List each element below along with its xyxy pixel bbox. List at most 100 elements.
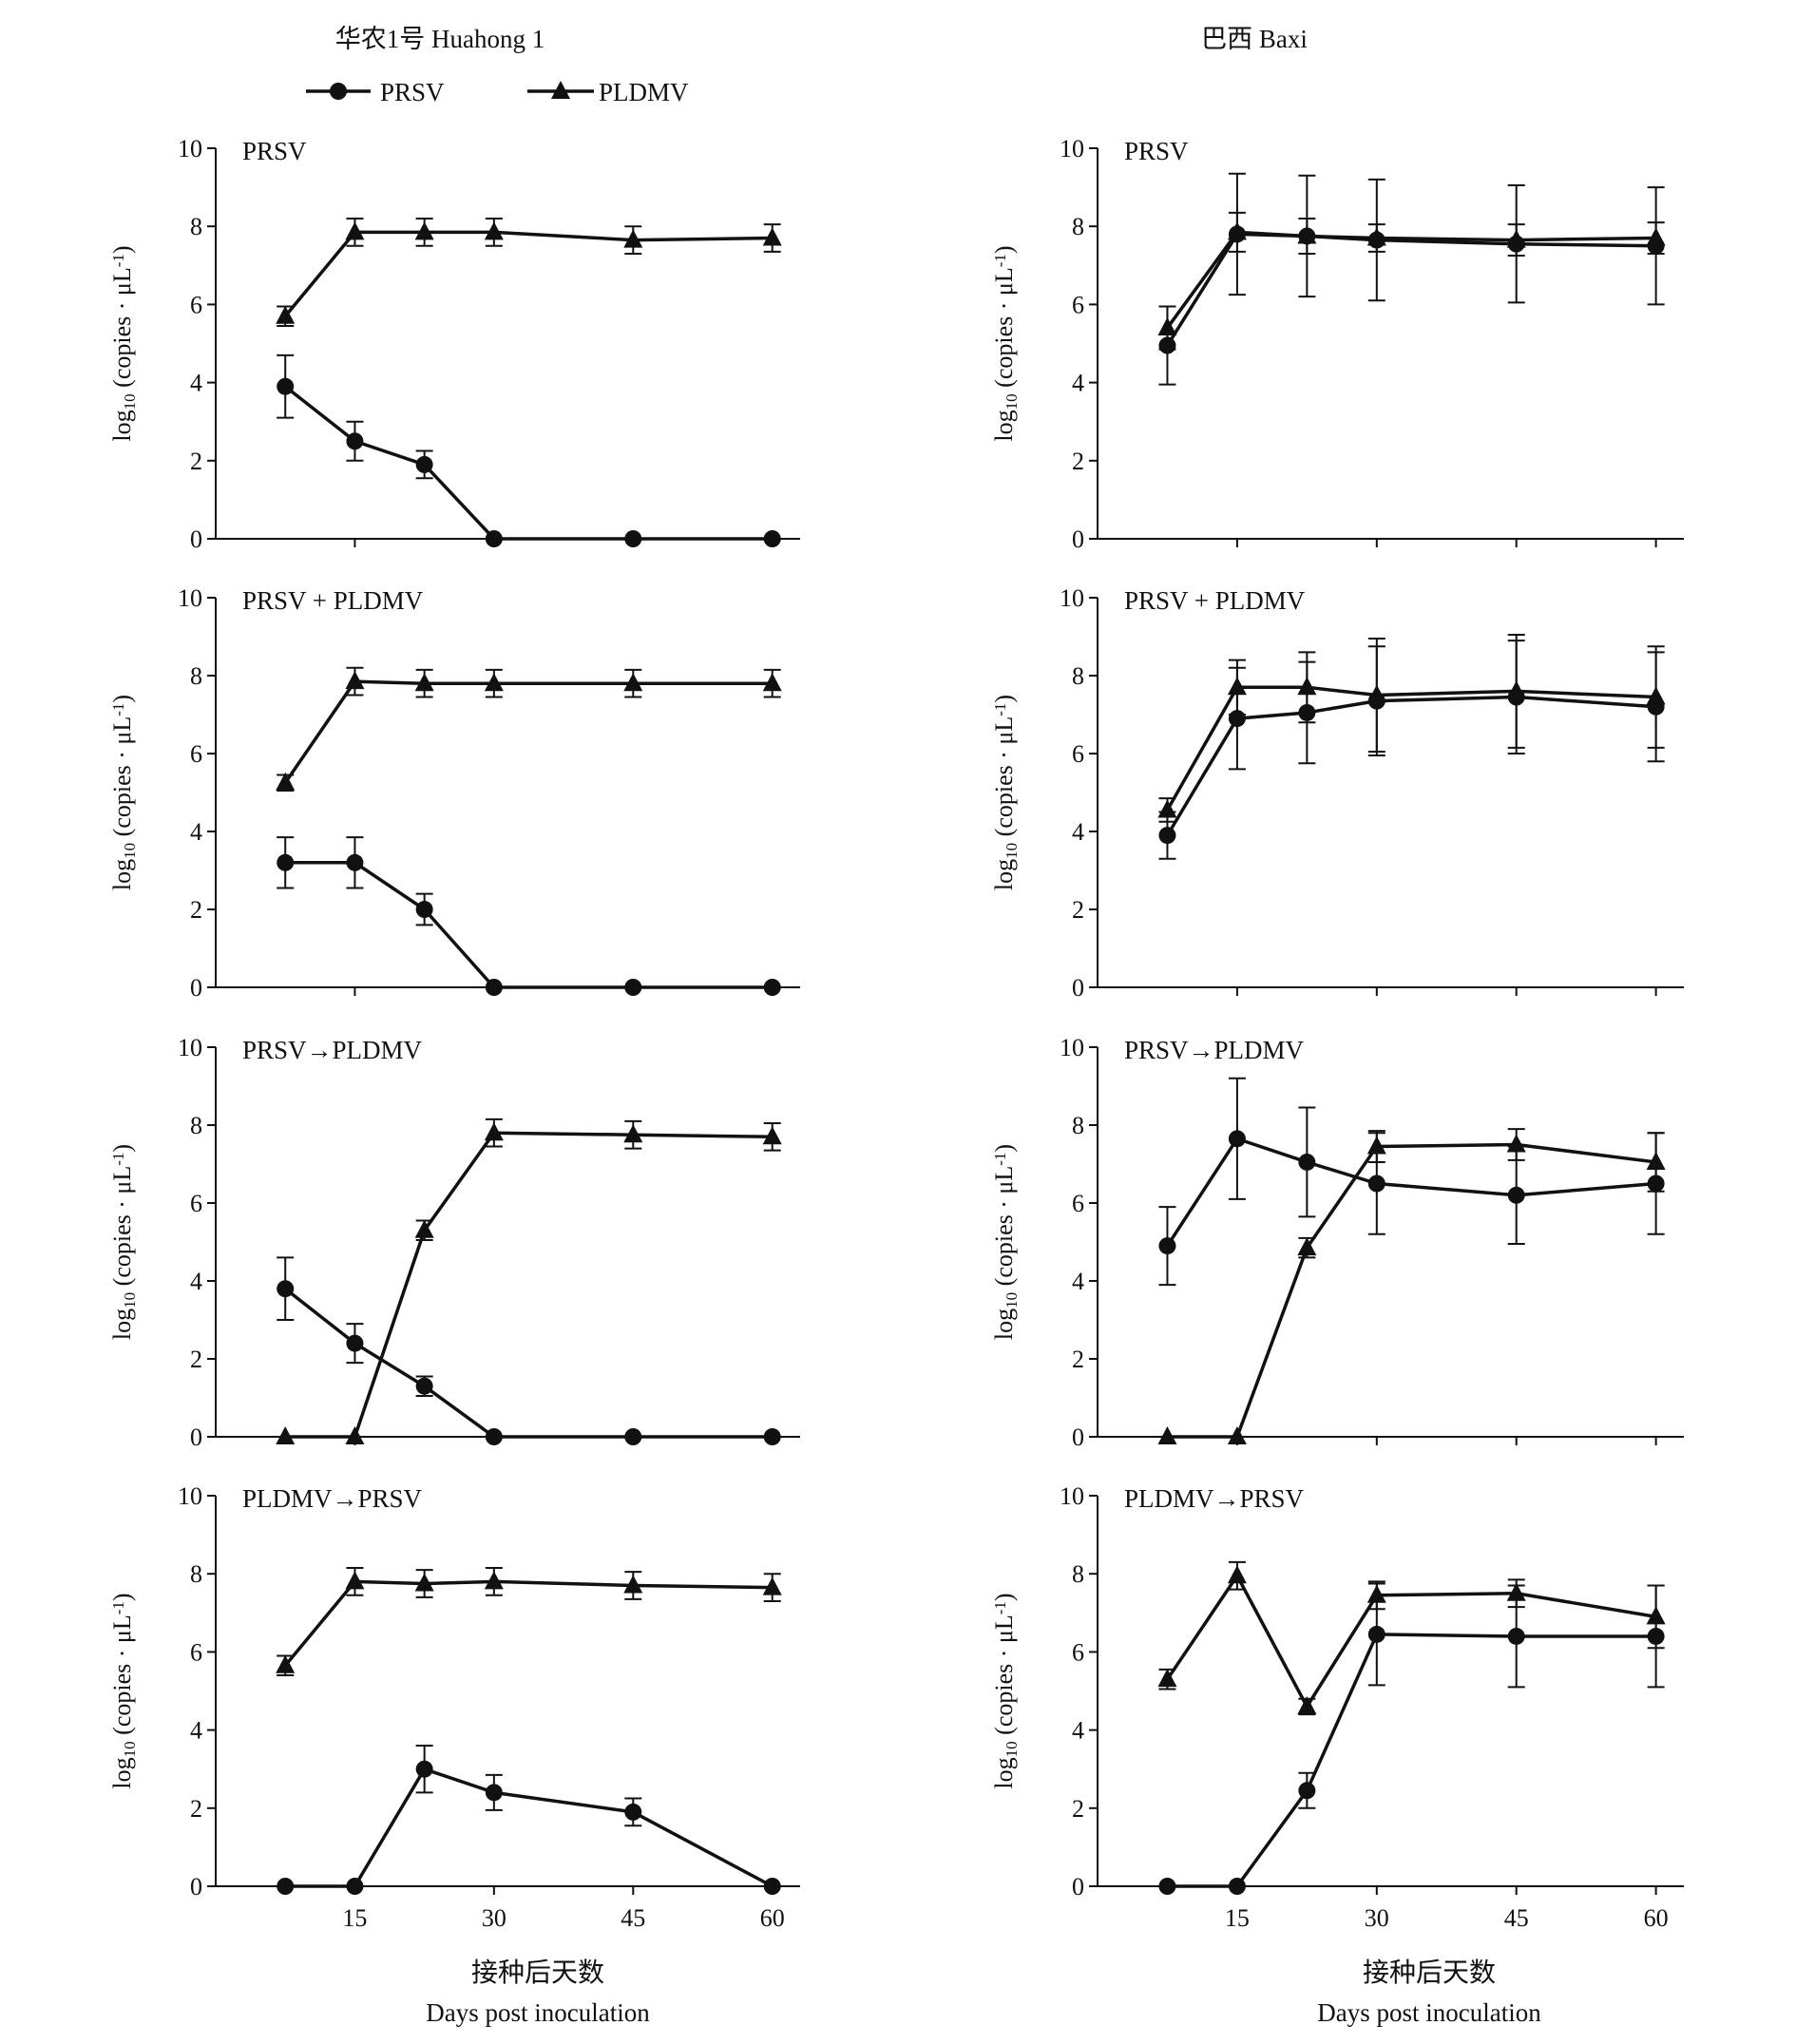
point-pldmv bbox=[1646, 1606, 1666, 1625]
y-tick-label: 10 bbox=[178, 584, 202, 612]
y-axis-title-part: (copies · μL bbox=[990, 716, 1018, 843]
y-tick-label: 4 bbox=[1072, 1717, 1084, 1745]
series-line-pldmv bbox=[1167, 1142, 1656, 1439]
x-tick-label: 60 bbox=[1644, 1904, 1669, 1932]
series-line-prsv bbox=[284, 1287, 773, 1439]
point-prsv bbox=[763, 979, 781, 996]
point-prsv bbox=[1367, 1175, 1385, 1193]
y-axis-title-part: log bbox=[990, 1757, 1018, 1788]
point-prsv bbox=[485, 979, 503, 996]
point-prsv bbox=[277, 377, 295, 395]
column-title-left: 华农1号 Huahong 1 bbox=[335, 25, 545, 53]
x-tick-label: 30 bbox=[482, 1904, 506, 1932]
y-axis-title-part: ) bbox=[990, 245, 1018, 254]
point-pldmv bbox=[414, 1219, 434, 1238]
y-tick-label: 10 bbox=[178, 135, 202, 162]
y-tick-label: 10 bbox=[178, 1034, 202, 1061]
point-pldmv bbox=[1297, 225, 1317, 244]
series-line-pldmv bbox=[283, 1579, 773, 1667]
point-pldmv bbox=[762, 673, 782, 692]
point-pldmv bbox=[1366, 227, 1386, 246]
y-tick-label: 0 bbox=[190, 1423, 202, 1451]
point-pldmv bbox=[1227, 677, 1247, 696]
y-axis-title-part: 10 bbox=[1003, 393, 1021, 410]
y-tick-label: 4 bbox=[190, 370, 202, 397]
point-prsv bbox=[277, 1280, 295, 1298]
series-line-pldmv bbox=[1166, 1574, 1656, 1709]
point-pldmv bbox=[1157, 317, 1177, 336]
y-axis-title: log10 (copies · μL-1) bbox=[108, 1593, 139, 1788]
y-tick-label: 0 bbox=[1072, 525, 1084, 553]
y-axis-title: log10 (copies · μL-1) bbox=[108, 1144, 139, 1340]
point-pldmv bbox=[1506, 229, 1526, 248]
series-line-prsv bbox=[284, 385, 773, 541]
panel-label: PRSV bbox=[1124, 137, 1189, 165]
point-pldmv bbox=[1366, 684, 1386, 703]
panel-label: PRSV→PLDMV bbox=[242, 1036, 423, 1064]
point-pldmv bbox=[1506, 1134, 1526, 1153]
point-prsv bbox=[277, 853, 295, 871]
y-tick-label: 6 bbox=[1072, 740, 1084, 768]
y-axis-title-part: -1 bbox=[991, 254, 1009, 267]
point-prsv bbox=[415, 901, 433, 918]
point-pldmv bbox=[1227, 1426, 1247, 1444]
x-tick-label: 30 bbox=[1365, 1904, 1389, 1932]
point-prsv bbox=[346, 432, 364, 450]
point-pldmv bbox=[623, 1575, 643, 1594]
point-pldmv bbox=[345, 1571, 365, 1590]
y-tick-label: 8 bbox=[190, 1560, 202, 1588]
y-tick-label: 0 bbox=[1072, 1423, 1084, 1451]
panel-label: PLDMV→PRSV bbox=[242, 1484, 423, 1513]
y-axis-title-part: ) bbox=[108, 695, 136, 703]
y-tick-label: 6 bbox=[190, 1190, 202, 1217]
x-tick-label: 15 bbox=[342, 1904, 367, 1932]
point-pldmv bbox=[1506, 1582, 1526, 1601]
y-axis-title-part: -1 bbox=[991, 1601, 1009, 1614]
legend: PRSV PLDMV bbox=[306, 78, 689, 106]
point-pldmv bbox=[1157, 1426, 1177, 1444]
y-tick-label: 0 bbox=[190, 525, 202, 553]
y-axis-title-part: ) bbox=[990, 1593, 1018, 1601]
y-tick-label: 4 bbox=[1072, 1268, 1084, 1295]
point-prsv bbox=[1507, 1186, 1525, 1204]
point-pldmv bbox=[1157, 799, 1177, 818]
x-tick-label: 45 bbox=[621, 1904, 645, 1932]
y-tick-label: 10 bbox=[1060, 1034, 1084, 1061]
point-prsv bbox=[415, 455, 433, 473]
y-tick-label: 2 bbox=[1072, 1795, 1084, 1823]
legend-pldmv-label: PLDMV bbox=[599, 78, 689, 106]
panel-label: PRSV + PLDMV bbox=[242, 586, 424, 615]
y-tick-label: 2 bbox=[190, 896, 202, 924]
y-axis-title-part: 10 bbox=[1003, 1741, 1021, 1757]
point-prsv bbox=[1228, 1878, 1246, 1895]
y-tick-label: 8 bbox=[1072, 213, 1084, 240]
point-pldmv bbox=[1227, 221, 1247, 240]
point-prsv bbox=[763, 530, 781, 547]
y-tick-label: 4 bbox=[190, 1717, 202, 1745]
x-axis-title-en-left: Days post inoculation bbox=[426, 1998, 650, 2027]
y-axis-title-part: ) bbox=[990, 695, 1018, 703]
point-pldmv bbox=[1506, 680, 1526, 699]
y-axis-title-part: log bbox=[990, 859, 1018, 890]
point-pldmv bbox=[1646, 227, 1666, 246]
point-prsv bbox=[624, 1428, 642, 1445]
point-prsv bbox=[415, 1377, 433, 1395]
y-axis-title-part: ) bbox=[990, 1144, 1018, 1153]
point-pldmv bbox=[345, 671, 365, 690]
y-axis-title-part: -1 bbox=[109, 703, 127, 716]
point-prsv bbox=[485, 530, 503, 547]
y-tick-label: 2 bbox=[190, 448, 202, 475]
y-axis-title-part: ) bbox=[108, 1144, 136, 1153]
point-prsv bbox=[1367, 1625, 1385, 1643]
point-prsv bbox=[624, 1803, 642, 1821]
point-pldmv bbox=[1646, 686, 1666, 705]
point-pldmv bbox=[1366, 1584, 1386, 1603]
y-tick-label: 2 bbox=[190, 1795, 202, 1823]
y-axis-title-part: 10 bbox=[1003, 843, 1021, 859]
point-pldmv bbox=[762, 1126, 782, 1145]
